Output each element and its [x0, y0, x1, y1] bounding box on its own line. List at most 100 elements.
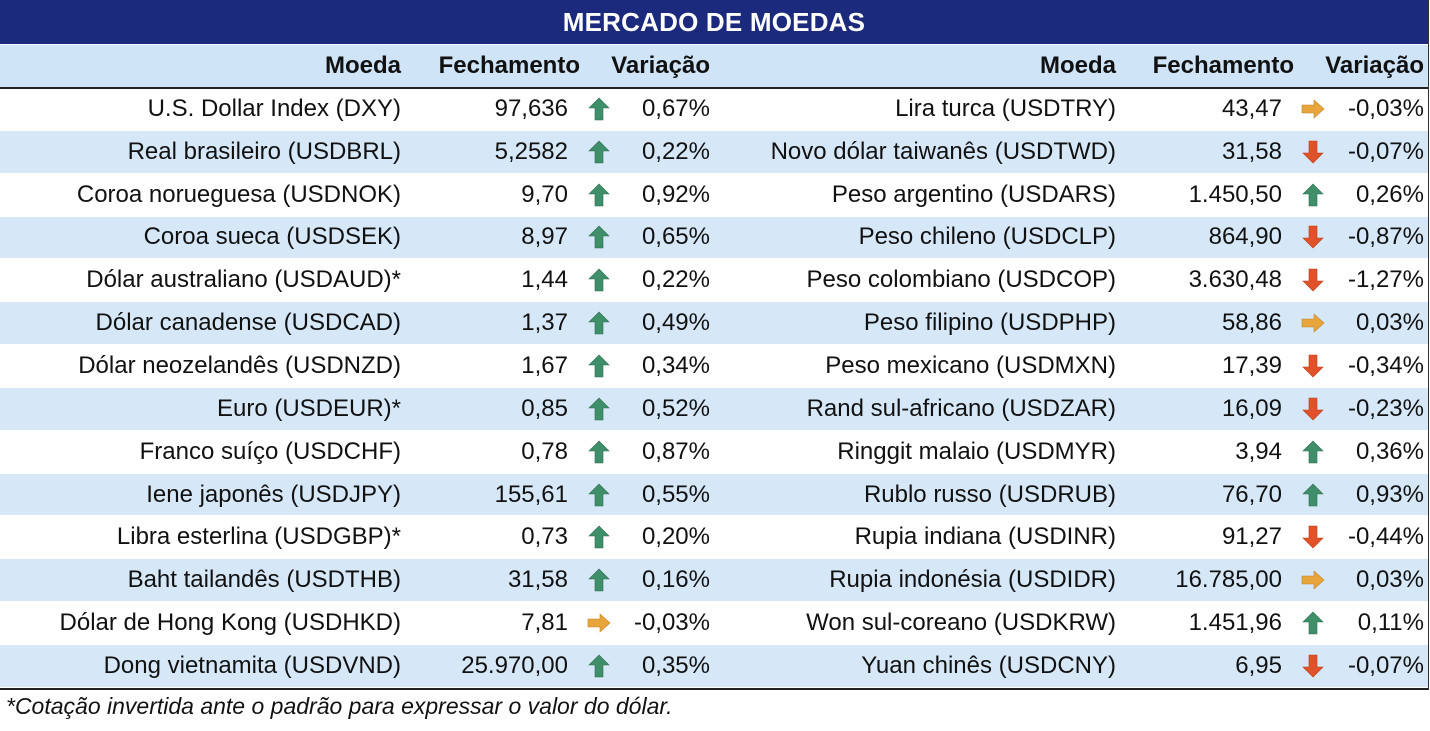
- change-value: -0,44%: [1347, 523, 1424, 551]
- currency-name: Peso mexicano (USDMXN): [825, 351, 1116, 379]
- currency-name: U.S. Dollar Index (DXY): [147, 94, 401, 122]
- currency-name: Iene japonês (USDJPY): [146, 480, 401, 508]
- currency-name: Dólar australiano (USDAUD)*: [86, 266, 401, 294]
- arrow-down-icon: [1298, 259, 1328, 301]
- closing-value: 0,73: [521, 523, 568, 551]
- currency-name: Ringgit malaio (USDMYR): [837, 437, 1116, 465]
- currency-name: Coroa norueguesa (USDNOK): [76, 180, 401, 208]
- arrow-right-icon: [1298, 559, 1328, 601]
- table-row: Dólar australiano (USDAUD)* 1,44 0,22% Peso…: [0, 259, 1428, 303]
- table-header: Moeda Fechamento Variação Moeda Fechamen…: [0, 45, 1428, 89]
- currency-name: Rand sul-africano (USDZAR): [806, 394, 1116, 422]
- closing-value: 1,44: [521, 266, 568, 294]
- table-row: Coroa norueguesa (USDNOK) 9,70 0,92% Peso a…: [0, 174, 1428, 217]
- arrow-down-icon: [1298, 345, 1328, 387]
- change-value: 0,93%: [1355, 480, 1424, 508]
- currency-name: Peso colombiano (USDCOP): [806, 266, 1116, 294]
- arrow-up-icon: [584, 131, 614, 173]
- arrow-up-icon: [584, 559, 614, 601]
- arrow-up-icon: [584, 516, 614, 558]
- currency-name: Libra esterlina (USDGBP)*: [116, 523, 401, 551]
- currency-name: Rupia indiana (USDINR): [854, 523, 1116, 551]
- closing-value: 155,61: [494, 480, 568, 508]
- header-currency-left: Moeda: [324, 52, 401, 79]
- closing-value: 864,90: [1208, 223, 1282, 251]
- currency-name: Dólar canadense (USDCAD): [95, 309, 401, 337]
- closing-value: 5,2582: [494, 137, 568, 165]
- currency-name: Won sul-coreano (USDKRW): [806, 609, 1116, 637]
- change-value: 0,22%: [641, 266, 710, 294]
- closing-value: 6,95: [1235, 651, 1282, 679]
- header-currency-right: Moeda: [1039, 52, 1116, 79]
- change-value: 0,67%: [641, 94, 710, 122]
- currency-name: Yuan chinês (USDCNY): [861, 651, 1116, 679]
- closing-value: 91,27: [1221, 523, 1282, 551]
- currency-name: Dólar neozelandês (USDNZD): [78, 351, 401, 379]
- table-right-border: [1428, 0, 1429, 690]
- change-value: -0,07%: [1347, 651, 1424, 679]
- currency-name: Baht tailandês (USDTHB): [127, 566, 401, 594]
- arrow-down-icon: [1298, 388, 1328, 430]
- currency-name: Dong vietnamita (USDVND): [103, 651, 401, 679]
- arrow-up-icon: [584, 345, 614, 387]
- currency-name: Novo dólar taiwanês (USDTWD): [770, 137, 1116, 165]
- arrow-right-icon: [584, 602, 614, 644]
- table-bottom-border: [0, 688, 1428, 690]
- closing-value: 16.785,00: [1175, 566, 1282, 594]
- closing-value: 7,81: [521, 609, 568, 637]
- table-row: Iene japonês (USDJPY) 155,61 0,55% Rublo ru…: [0, 473, 1428, 517]
- currency-name: Rublo russo (USDRUB): [863, 480, 1116, 508]
- closing-value: 1,67: [521, 351, 568, 379]
- closing-value: 0,85: [521, 394, 568, 422]
- arrow-up-icon: [584, 645, 614, 687]
- change-value: -0,87%: [1347, 223, 1424, 251]
- change-value: -0,03%: [633, 609, 710, 637]
- change-value: -0,34%: [1347, 351, 1424, 379]
- closing-value: 3,94: [1235, 437, 1282, 465]
- change-value: 0,65%: [641, 223, 710, 251]
- currency-name: Coroa sueca (USDSEK): [143, 223, 401, 251]
- change-value: 0,55%: [641, 480, 710, 508]
- table-row: Baht tailandês (USDTHB) 31,58 0,16% Rupia i…: [0, 559, 1428, 603]
- change-value: 0,16%: [641, 566, 710, 594]
- header-change-left: Variação: [611, 52, 710, 79]
- change-value: 0,22%: [641, 137, 710, 165]
- closing-value: 43,47: [1221, 94, 1282, 122]
- change-value: 0,03%: [1355, 309, 1424, 337]
- closing-value: 31,58: [507, 566, 568, 594]
- currency-name: Euro (USDEUR)*: [216, 394, 401, 422]
- change-value: 0,36%: [1355, 437, 1424, 465]
- closing-value: 58,86: [1221, 309, 1282, 337]
- arrow-right-icon: [1298, 302, 1328, 344]
- header-change-right: Variação: [1325, 52, 1424, 79]
- change-value: -1,27%: [1347, 266, 1424, 294]
- arrow-down-icon: [1298, 516, 1328, 558]
- arrow-up-icon: [584, 388, 614, 430]
- change-value: 0,92%: [641, 180, 710, 208]
- table-row: Dong vietnamita (USDVND) 25.970,00 0,35% Yu…: [0, 644, 1428, 688]
- closing-value: 9,70: [521, 180, 568, 208]
- table-body: U.S. Dollar Index (DXY) 97,636 0,67% Lira t…: [0, 88, 1428, 688]
- change-value: -0,03%: [1347, 94, 1424, 122]
- change-value: 0,35%: [641, 651, 710, 679]
- arrow-down-icon: [1298, 645, 1328, 687]
- table-row: Dólar canadense (USDCAD) 1,37 0,49% Peso fi…: [0, 302, 1428, 346]
- change-value: -0,07%: [1347, 137, 1424, 165]
- closing-value: 17,39: [1221, 351, 1282, 379]
- change-value: 0,52%: [641, 394, 710, 422]
- currency-name: Rupia indonésia (USDIDR): [829, 566, 1116, 594]
- closing-value: 76,70: [1221, 480, 1282, 508]
- closing-value: 16,09: [1221, 394, 1282, 422]
- currency-name: Peso chileno (USDCLP): [858, 223, 1116, 251]
- header-close-left: Fechamento: [438, 52, 580, 79]
- change-value: 0,03%: [1355, 566, 1424, 594]
- currency-name: Real brasileiro (USDBRL): [127, 137, 401, 165]
- currency-name: Peso argentino (USDARS): [831, 180, 1116, 208]
- arrow-up-icon: [584, 88, 614, 130]
- closing-value: 8,97: [521, 223, 568, 251]
- header-close-right: Fechamento: [1152, 52, 1294, 79]
- footnote: *Cotação invertida ante o padrão para ex…: [6, 693, 673, 719]
- arrow-up-icon: [584, 259, 614, 301]
- closing-value: 0,78: [521, 437, 568, 465]
- table-row: Euro (USDEUR)* 0,85 0,52% Rand sul-africano…: [0, 387, 1428, 431]
